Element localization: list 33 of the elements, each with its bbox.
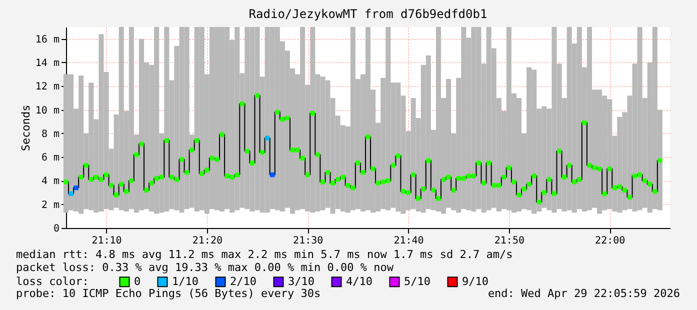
legend-label: 2/10	[230, 274, 256, 288]
y-tick-label: 16 m	[35, 34, 60, 46]
legend-label: 9/10	[462, 274, 488, 288]
legend-label: 1/10	[172, 274, 198, 288]
y-tick-label: 10 m	[35, 105, 60, 116]
legend-label: 4/10	[346, 274, 372, 288]
text: packet loss: 0.33 % avg 19.33 % max 0.00 % min 0.00 % now	[16, 261, 394, 274]
y-tick-label: 12 m	[35, 82, 60, 93]
legend-label: 0	[134, 274, 141, 288]
x-tick-label: 21:40	[394, 236, 424, 246]
y-tick-label: 2 m	[41, 200, 60, 211]
x-tick-label: 21:30	[293, 236, 324, 246]
y-axis-title: Seconds	[19, 104, 32, 152]
point	[68, 191, 74, 196]
x-tick-label: 21:10	[92, 236, 122, 246]
point	[74, 185, 78, 190]
point	[270, 172, 275, 178]
point	[264, 136, 270, 140]
y-tick-label: 8 m	[41, 128, 60, 140]
x-tick-label: 21:20	[192, 236, 222, 246]
text: probe: 10 ICMP Echo Pings (56 Bytes) every 30s	[16, 287, 321, 300]
y-tick-label: 14 m	[35, 58, 60, 69]
y-tick-label: 6 m	[41, 152, 60, 164]
x-tick-label: 21:50	[494, 236, 524, 246]
y-tick-label: 4 m	[41, 176, 60, 188]
chart-title: Radio/JezykowMT from d76b9edfd0b1	[248, 7, 488, 21]
text: median rtt: 4.8 ms avg 11.2 ms max 2.2 ms min 5.7 ms now 1.7 ms sd 2.7 am/s	[16, 248, 513, 261]
legend-label: 5/10	[404, 274, 430, 288]
legend-label: 3/10	[288, 274, 314, 288]
x-tick-label: 22:00	[595, 236, 626, 246]
legend-title: loss color:	[16, 275, 89, 288]
text: end: Wed Apr 29 22:05:59 2026	[488, 287, 680, 300]
y-tick-label: 0	[53, 224, 60, 234]
